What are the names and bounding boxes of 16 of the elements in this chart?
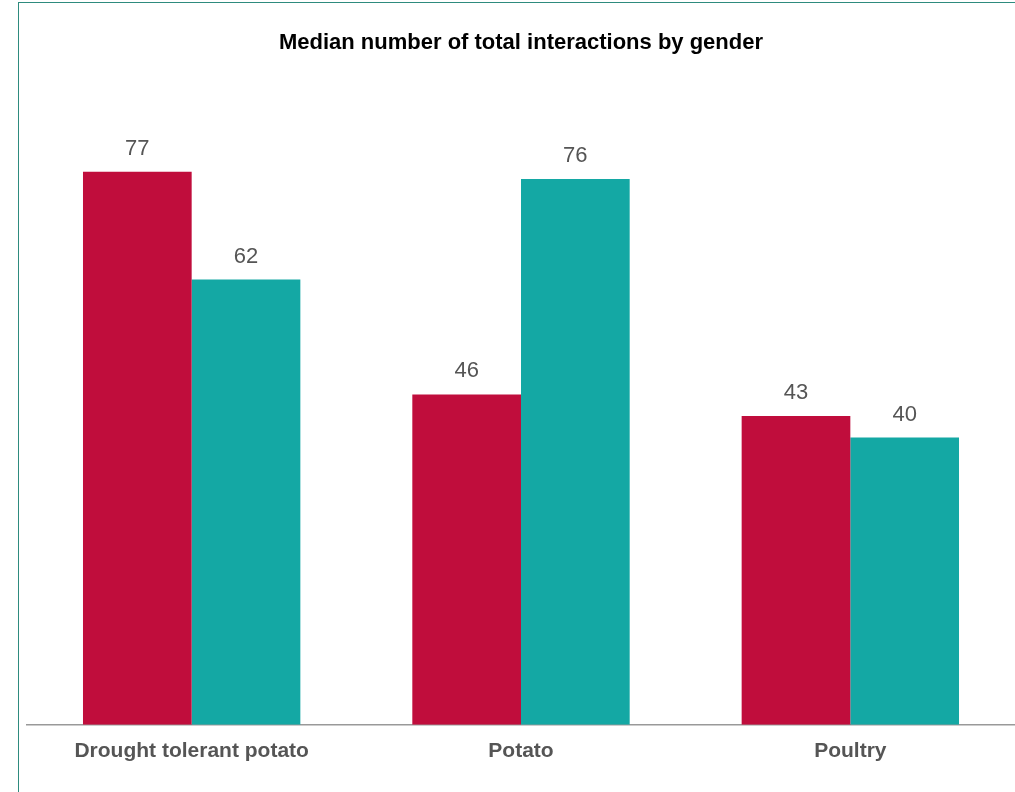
data-label: 77 bbox=[125, 134, 150, 160]
data-label: 43 bbox=[783, 378, 809, 404]
bar bbox=[412, 394, 521, 725]
bar bbox=[850, 437, 960, 725]
x-tick-label: Poultry bbox=[814, 738, 887, 762]
data-label: 46 bbox=[454, 357, 479, 383]
data-label: 76 bbox=[563, 141, 588, 167]
x-tick-label: Drought tolerant potato bbox=[74, 738, 309, 762]
bar bbox=[521, 178, 630, 725]
bar bbox=[741, 415, 851, 725]
data-label: 62 bbox=[233, 242, 259, 268]
bar bbox=[82, 171, 192, 725]
bar bbox=[191, 279, 301, 725]
data-label: 40 bbox=[892, 400, 917, 426]
chart-title: Median number of total interactions by gender bbox=[278, 29, 764, 55]
x-tick-label: Potato bbox=[488, 738, 554, 762]
